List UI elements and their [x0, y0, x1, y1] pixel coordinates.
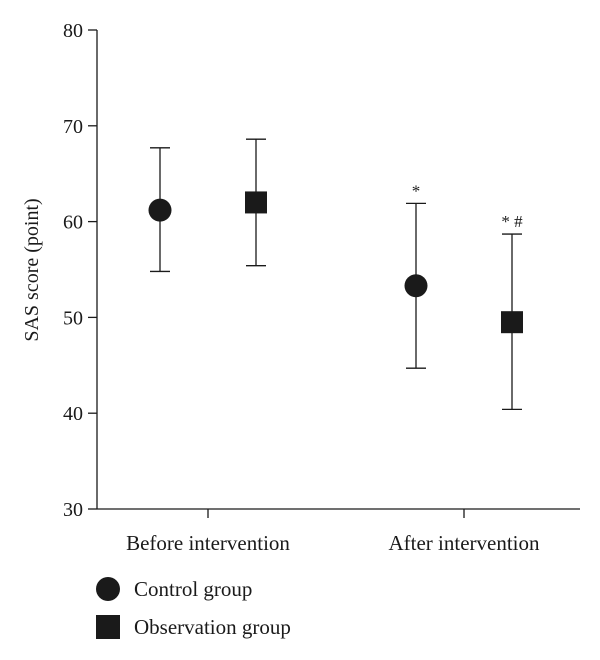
- square-marker-icon: [96, 615, 120, 639]
- data-point-circle: [404, 274, 428, 298]
- data-point-circle: [148, 198, 172, 222]
- data-point-square: [501, 311, 523, 334]
- significance-annotation: *: [412, 181, 421, 200]
- plot-area: * * #: [148, 138, 523, 411]
- y-tick-label: 60: [63, 212, 83, 234]
- significance-annotation: * #: [501, 212, 523, 231]
- data-point-square: [245, 191, 267, 214]
- y-tick-label: 40: [63, 403, 83, 425]
- y-axis-label: SAS score (point): [21, 198, 43, 341]
- axes: 30 40 50 60 70 80 Before intervention After int…: [63, 20, 580, 555]
- legend-label-observation: Observation group: [134, 614, 291, 639]
- y-tick-label: 50: [63, 307, 83, 329]
- legend-item-observation: Observation group: [96, 608, 291, 646]
- legend-label-control: Control group: [134, 576, 253, 601]
- x-tick-label: After intervention: [388, 531, 540, 555]
- legend-item-control: Control group: [96, 570, 291, 608]
- y-tick-label: 80: [63, 20, 83, 42]
- legend: Control group Observation group: [96, 570, 291, 646]
- x-tick-label: Before intervention: [126, 531, 290, 555]
- y-tick-label: 30: [63, 499, 83, 521]
- circle-marker-icon: [96, 577, 120, 601]
- y-tick-label: 70: [63, 116, 83, 138]
